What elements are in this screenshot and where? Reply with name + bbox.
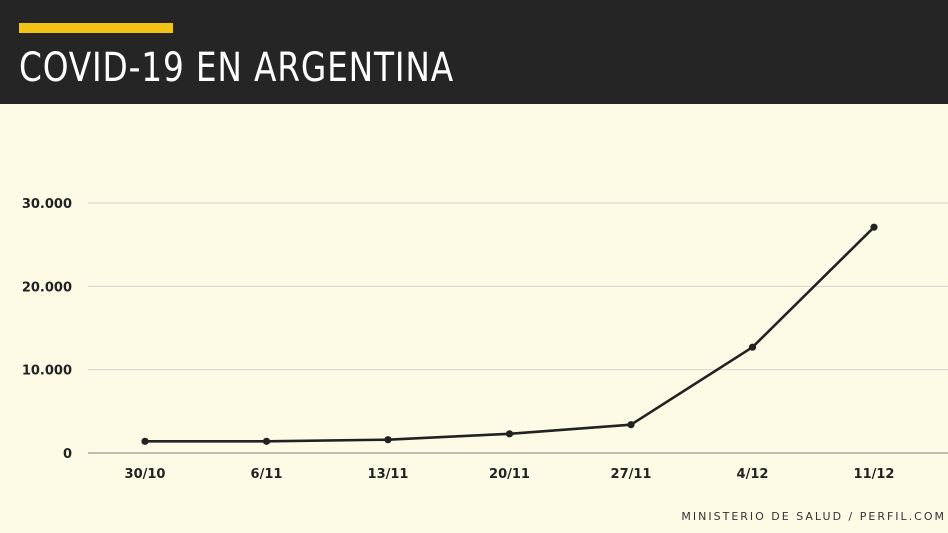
y-tick-label: 10.000 xyxy=(22,364,72,379)
series-line xyxy=(143,225,876,443)
x-axis-ticks: 30/10 6/11 13/11 20/11 27/11 4/12 11/12 xyxy=(125,467,895,482)
data-point xyxy=(141,437,149,445)
y-tick-label: 0 xyxy=(63,447,72,462)
gridlines xyxy=(88,202,948,454)
x-tick-label: 20/11 xyxy=(489,467,530,482)
header-bar: COVID-19 EN ARGENTINA xyxy=(0,0,948,104)
data-point xyxy=(627,421,635,429)
data-point xyxy=(262,437,271,445)
x-tick-label: 11/12 xyxy=(854,467,895,482)
x-tick-label: 27/11 xyxy=(611,467,652,482)
line-chart: 0 10.000 20.000 30.000 30/10 6/11 13/11 20/11 2… xyxy=(22,197,948,482)
data-point xyxy=(505,430,514,438)
data-point xyxy=(748,343,757,351)
x-tick-label: 6/11 xyxy=(251,467,283,482)
x-tick-label: 13/11 xyxy=(368,467,409,482)
y-tick-label: 30.000 xyxy=(22,197,72,212)
series-layer xyxy=(141,223,878,445)
y-axis-ticks: 0 10.000 20.000 30.000 xyxy=(22,197,72,462)
x-tick-label: 4/12 xyxy=(737,467,769,482)
data-point xyxy=(870,223,878,231)
accent-bar xyxy=(19,23,173,33)
chart-title: COVID-19 EN ARGENTINA xyxy=(19,45,455,91)
source-credit: MINISTERIO DE SALUD / PERFIL.COM xyxy=(681,510,946,523)
data-point xyxy=(384,436,392,444)
x-tick-label: 30/10 xyxy=(125,467,166,482)
y-tick-label: 20.000 xyxy=(22,280,72,295)
